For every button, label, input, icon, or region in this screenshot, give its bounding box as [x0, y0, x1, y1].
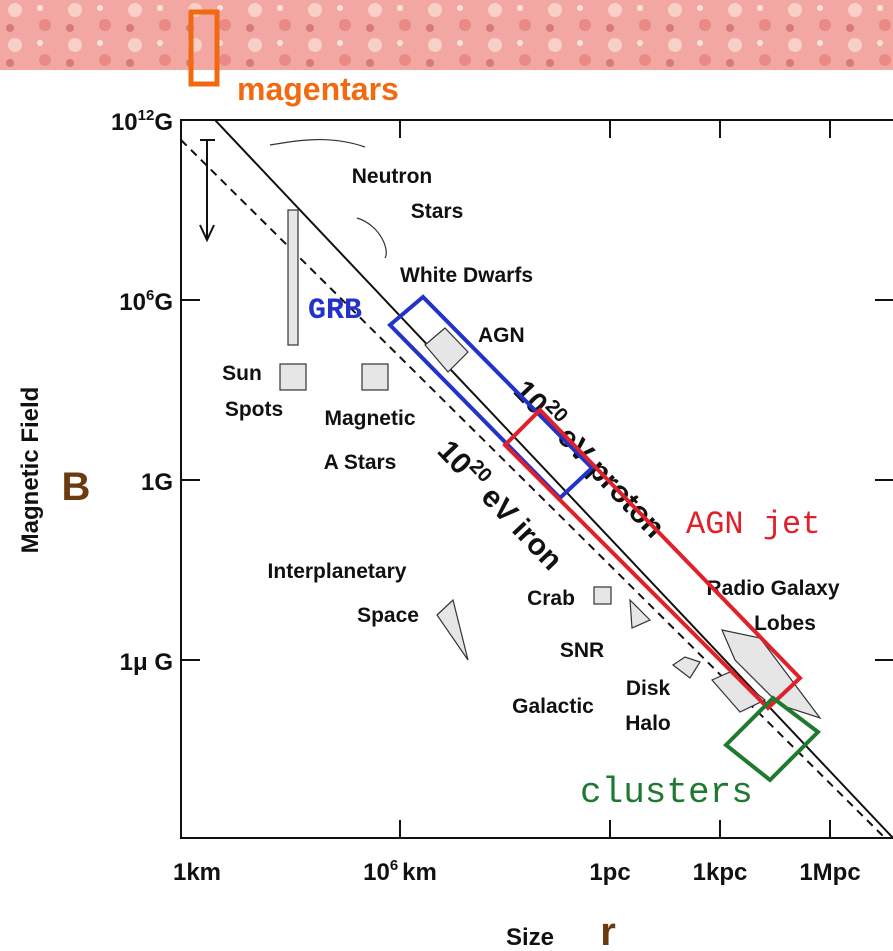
label: Sun: [222, 362, 262, 385]
label: Crab: [527, 587, 575, 610]
y-tick-label: 106G: [119, 287, 173, 316]
label: Radio Galaxy: [706, 577, 839, 600]
x-tick-label: 1kpc: [693, 859, 748, 886]
agn-jet-label: AGN jet: [686, 506, 820, 543]
label: Spots: [225, 398, 283, 421]
iron-line: [181, 140, 885, 838]
x-tick-label: 1pc: [589, 859, 630, 886]
label: Magnetic: [324, 407, 415, 430]
label: SNR: [560, 639, 604, 662]
label: AGN: [478, 324, 525, 347]
proton-line: [215, 120, 893, 838]
label: A Stars: [324, 451, 397, 474]
y-tick-label: 1μ G: [120, 649, 173, 676]
label: Halo: [625, 712, 671, 735]
y-axis-title: Magnetic Field: [17, 387, 44, 554]
iron-label: 1020eV iron: [431, 431, 572, 576]
label: White Dwarfs: [400, 264, 533, 287]
x-tick-label: 1Mpc: [799, 859, 860, 886]
magnetar-arrow: [200, 140, 215, 240]
label: Stars: [411, 200, 464, 223]
y-tick-label: 1012G: [111, 107, 173, 136]
magnetar-label: magentars: [237, 71, 399, 107]
label: Galactic: [512, 695, 594, 718]
label: Lobes: [754, 612, 816, 635]
banner: [0, 0, 893, 70]
y-symbol: B: [62, 465, 91, 509]
hillas-diagram: magentars 1012G 106G 1G 1μ G 1km 106km 1…: [0, 0, 893, 951]
label: Disk: [626, 677, 671, 700]
x-tick-label: 1km: [173, 859, 221, 886]
clusters-label: clusters: [580, 772, 753, 813]
x-symbol: r: [600, 910, 616, 951]
y-tick-label: 1G: [141, 469, 173, 496]
label: Space: [357, 604, 419, 627]
label: Neutron: [352, 165, 433, 188]
grb-label: GRB: [308, 294, 362, 328]
x-axis-title: Size: [506, 924, 554, 951]
label: Interplanetary: [268, 560, 407, 583]
